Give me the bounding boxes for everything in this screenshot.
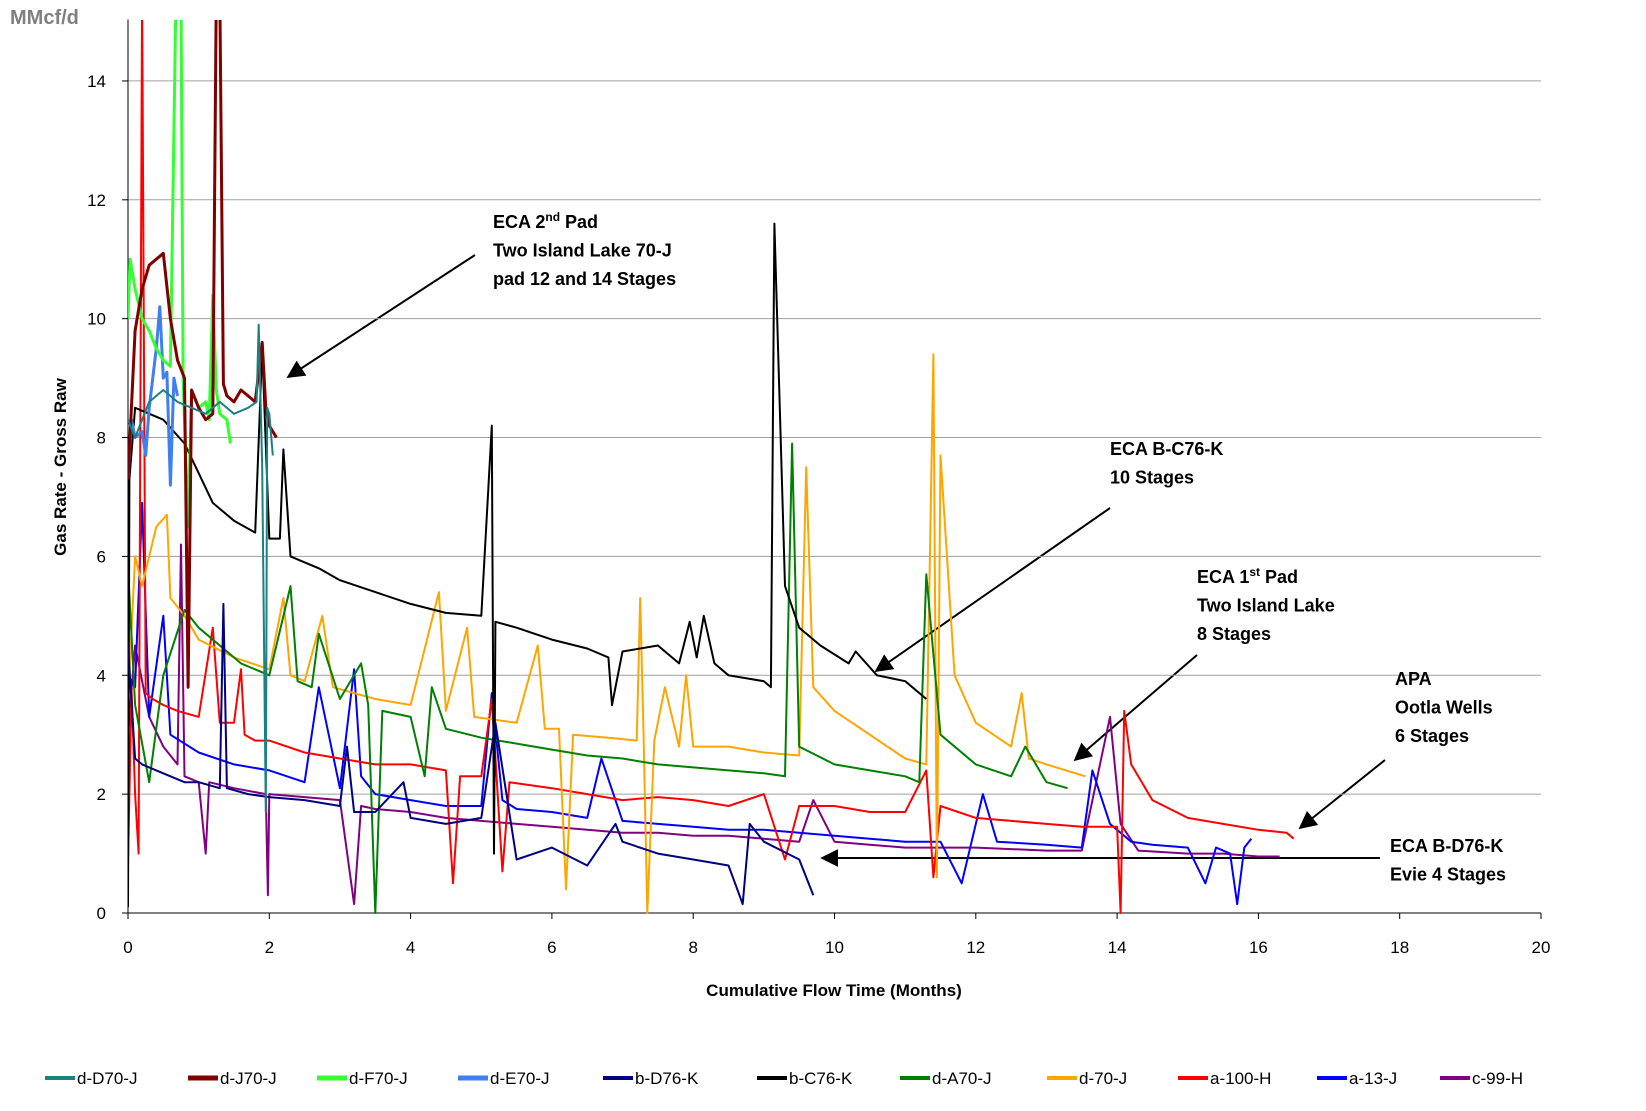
annotation-text: ECA B-D76-K: [1390, 836, 1503, 856]
legend-label: d-D70-J: [77, 1069, 137, 1088]
unit-label: MMcf/d: [10, 7, 79, 29]
annotation-text: ECA 1: [1197, 567, 1249, 587]
x-tick-label: 20: [1532, 938, 1551, 957]
legend-label: d-70-J: [1079, 1069, 1127, 1088]
arrow: [874, 507, 1111, 673]
series-line: [128, 222, 927, 908]
annotation: pad 12 and 14 Stages: [493, 269, 676, 289]
annotation: Ootla Wells: [1395, 698, 1493, 718]
x-axis-title: Cumulative Flow Time (Months): [706, 981, 962, 1000]
annotation-text: APA: [1395, 669, 1432, 689]
annotation-text: Pad: [1260, 567, 1298, 587]
y-tick-label: 0: [97, 904, 106, 923]
legend-label: b-C76-K: [789, 1069, 853, 1088]
x-tick-label: 18: [1390, 938, 1409, 957]
annotation: Evie 4 Stages: [1390, 865, 1506, 885]
superscript: nd: [545, 210, 560, 224]
x-tick-label: 2: [265, 938, 274, 957]
y-tick-label: 10: [87, 310, 106, 329]
x-tick-label: 8: [688, 938, 697, 957]
annotation-text: Two Island Lake 70-J: [493, 241, 672, 261]
annotation-text: 8 Stages: [1197, 624, 1271, 644]
annotation-text: ECA 2: [493, 212, 545, 232]
legend-label: c-99-H: [1472, 1069, 1523, 1088]
annotation: 6 Stages: [1395, 726, 1469, 746]
annotation-text: Two Island Lake: [1197, 596, 1335, 616]
annotation-text: Evie 4 Stages: [1390, 865, 1506, 885]
x-tick-label: 6: [547, 938, 556, 957]
annotation: APA: [1395, 669, 1432, 689]
x-tick-label: 12: [966, 938, 985, 957]
plot-area: [128, 20, 1295, 914]
annotation: 10 Stages: [1110, 468, 1194, 488]
y-tick-label: 4: [97, 666, 106, 685]
y-axis-title: Gas Rate - Gross Raw: [51, 377, 70, 555]
annotation: Two Island Lake 70-J: [493, 241, 672, 261]
annotation-arrows: [286, 254, 1386, 867]
x-tick-label: 4: [406, 938, 415, 957]
series-line: [128, 353, 1086, 914]
series-line: [128, 501, 1253, 906]
legend-label: a-100-H: [1210, 1069, 1271, 1088]
x-tick-label: 16: [1249, 938, 1268, 957]
x-tick-label: 10: [825, 938, 844, 957]
legend-label: d-J70-J: [220, 1069, 277, 1088]
annotation: ECA B-C76-K: [1110, 439, 1223, 459]
annotation-text: 6 Stages: [1395, 726, 1469, 746]
annotation-text: Ootla Wells: [1395, 698, 1493, 718]
legend-label: b-D76-K: [635, 1069, 699, 1088]
annotation: 8 Stages: [1197, 624, 1271, 644]
series-line: [128, 442, 1068, 914]
annotation: ECA 2nd Pad: [493, 210, 598, 232]
legend-label: a-13-J: [1349, 1069, 1397, 1088]
y-tick-label: 2: [97, 785, 106, 804]
annotation: ECA 1st Pad: [1197, 565, 1298, 587]
arrow: [1073, 654, 1198, 762]
y-tick-label: 8: [97, 429, 106, 448]
annotation: Two Island Lake: [1197, 596, 1335, 616]
annotation-text: pad 12 and 14 Stages: [493, 269, 676, 289]
series-line: [128, 20, 1295, 914]
series-line: [128, 20, 278, 689]
y-tick-label: 6: [97, 547, 106, 566]
series-line: [128, 602, 815, 906]
series-line: [128, 323, 274, 813]
legend-label: d-E70-J: [490, 1069, 550, 1088]
x-tick-label: 14: [1108, 938, 1127, 957]
annotation-text: ECA B-C76-K: [1110, 439, 1223, 459]
x-tick-label: 0: [123, 938, 132, 957]
annotation-text: 10 Stages: [1110, 468, 1194, 488]
annotation: ECA B-D76-K: [1390, 836, 1503, 856]
y-tick-label: 14: [87, 72, 106, 91]
y-tick-label: 12: [87, 191, 106, 210]
series-line: [128, 543, 1280, 906]
legend-label: d-A70-J: [932, 1069, 992, 1088]
annotation-text: Pad: [560, 212, 598, 232]
superscript: st: [1249, 565, 1260, 579]
legend-label: d-F70-J: [349, 1069, 408, 1088]
arrow: [286, 254, 476, 378]
